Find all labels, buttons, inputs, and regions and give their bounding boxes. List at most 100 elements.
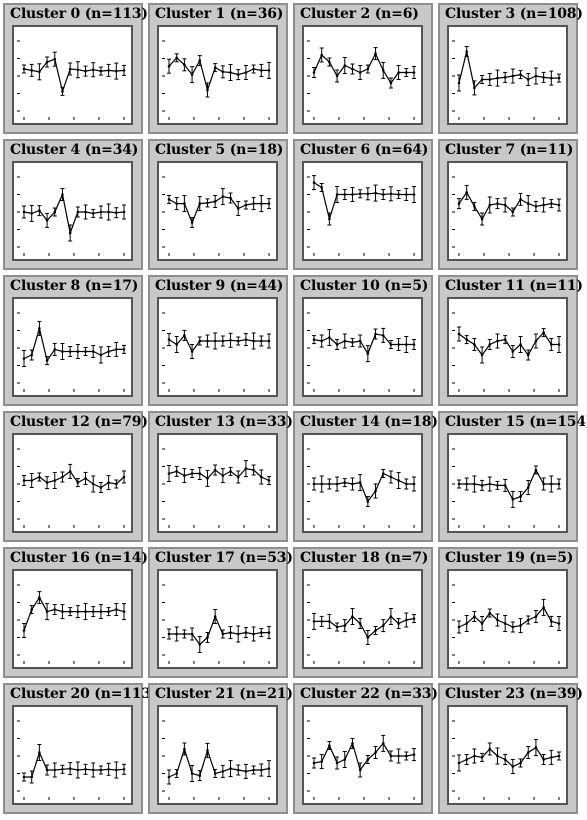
data-point xyxy=(358,334,363,348)
data-point xyxy=(533,67,538,85)
data-point xyxy=(557,336,561,353)
data-point xyxy=(312,612,316,630)
data-point xyxy=(243,333,248,347)
data-point xyxy=(122,603,126,621)
series-line xyxy=(458,331,559,357)
data-point xyxy=(487,476,492,492)
data-point xyxy=(480,479,485,491)
data-point xyxy=(404,478,409,490)
data-point xyxy=(259,195,264,213)
data-point xyxy=(75,61,80,79)
data-point xyxy=(487,339,492,350)
series-line xyxy=(168,56,269,93)
data-point xyxy=(396,472,401,489)
data-point xyxy=(381,189,386,200)
cluster-grid: Cluster 0 (n=113) Cluster 1 (n=36) Cluster… xyxy=(3,3,587,817)
cluster-panel: Cluster 10 (n=5) xyxy=(293,275,433,406)
cluster-plot-svg xyxy=(307,312,416,392)
data-point xyxy=(412,186,416,203)
data-point xyxy=(365,187,370,201)
data-point xyxy=(480,616,485,631)
data-point xyxy=(236,625,241,643)
data-point xyxy=(358,474,363,492)
data-point xyxy=(541,197,546,213)
data-point xyxy=(228,332,233,348)
data-point xyxy=(457,74,461,92)
data-point xyxy=(312,175,316,191)
series-line xyxy=(458,746,560,768)
cluster-plot xyxy=(447,569,568,669)
cluster-plot-svg xyxy=(17,584,126,664)
data-point xyxy=(213,464,218,476)
data-point xyxy=(457,479,461,489)
data-point xyxy=(45,764,50,776)
data-point xyxy=(533,200,538,212)
data-point xyxy=(404,68,409,77)
cluster-plot-svg xyxy=(162,312,271,392)
data-point xyxy=(319,754,324,770)
data-point xyxy=(464,335,469,345)
data-point xyxy=(60,471,65,483)
data-point xyxy=(267,626,271,640)
data-point xyxy=(236,336,241,346)
cluster-title: Cluster 21 (n=21) xyxy=(155,686,293,702)
data-point xyxy=(83,347,88,356)
cluster-plot-svg xyxy=(162,40,271,120)
data-point xyxy=(404,612,409,628)
data-point xyxy=(503,197,508,213)
cluster-plot-svg xyxy=(162,584,271,664)
cluster-plot xyxy=(302,705,423,805)
cluster-panel: Cluster 14 (n=18) xyxy=(293,411,438,542)
data-point xyxy=(412,66,416,79)
cluster-plot xyxy=(302,25,423,125)
cluster-plot-svg xyxy=(307,584,416,664)
data-point xyxy=(251,64,256,74)
data-point xyxy=(412,614,416,624)
series-line xyxy=(168,334,269,353)
data-point xyxy=(213,63,218,73)
data-point xyxy=(98,66,103,76)
series-line xyxy=(458,606,560,628)
data-point xyxy=(205,469,210,487)
data-point xyxy=(190,627,195,641)
cluster-panel: Cluster 13 (n=33) xyxy=(148,411,293,542)
cluster-title: Cluster 20 (n=113) xyxy=(10,686,158,702)
data-point xyxy=(213,609,218,624)
data-point xyxy=(52,604,57,615)
data-point xyxy=(412,476,416,492)
data-point xyxy=(487,608,492,618)
cluster-title: Cluster 5 (n=18) xyxy=(155,142,284,158)
cluster-title: Cluster 22 (n=33) xyxy=(300,686,438,702)
data-point xyxy=(472,80,477,96)
data-point xyxy=(381,61,386,79)
data-point xyxy=(197,770,202,782)
data-point xyxy=(122,204,126,220)
data-point xyxy=(197,336,202,346)
data-point xyxy=(503,335,508,345)
data-point xyxy=(518,758,523,768)
data-point xyxy=(91,62,96,78)
cluster-plot-svg xyxy=(452,584,561,664)
data-point xyxy=(412,748,416,762)
data-point xyxy=(388,340,393,349)
data-point xyxy=(205,632,210,643)
data-point xyxy=(29,63,34,77)
data-point xyxy=(29,473,34,488)
cluster-panel: Cluster 20 (n=113) xyxy=(3,683,157,814)
data-point xyxy=(29,605,34,614)
data-point xyxy=(22,623,26,638)
cluster-title: Cluster 10 (n=5) xyxy=(300,278,429,294)
data-point xyxy=(106,762,111,776)
cluster-panel: Cluster 12 (n=79) xyxy=(3,411,148,542)
data-point xyxy=(495,613,500,627)
data-point xyxy=(541,477,546,491)
data-point xyxy=(381,469,386,478)
data-point xyxy=(342,333,347,349)
cluster-plot-svg xyxy=(162,448,271,528)
data-point xyxy=(29,349,34,361)
data-point xyxy=(29,770,34,784)
data-point xyxy=(319,183,324,192)
cluster-title: Cluster 1 (n=36) xyxy=(155,6,284,22)
data-point xyxy=(373,184,378,202)
cluster-title: Cluster 14 (n=18) xyxy=(300,414,438,430)
